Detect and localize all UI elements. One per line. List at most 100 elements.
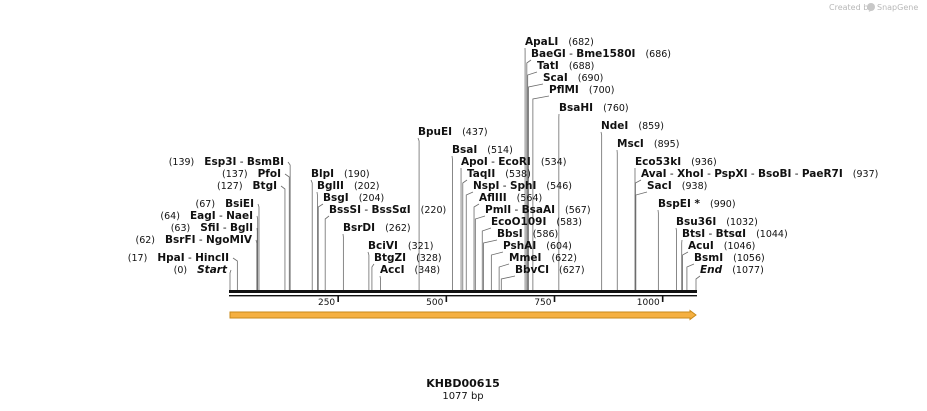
enzyme-label: BsgI (204) bbox=[323, 192, 384, 204]
site-position: (583) bbox=[556, 217, 582, 228]
label-gap bbox=[187, 264, 197, 276]
enzyme-name: EcoRI bbox=[498, 156, 531, 168]
site-position: (321) bbox=[408, 241, 434, 252]
snapgene-logo-icon bbox=[867, 3, 875, 11]
name-separator: - bbox=[566, 48, 576, 60]
label-gap bbox=[411, 204, 421, 216]
label-gap bbox=[555, 204, 565, 216]
enzyme-leader-line bbox=[256, 215, 259, 290]
enzyme-name: EcoO109I bbox=[491, 216, 546, 228]
site-position: (262) bbox=[385, 223, 411, 234]
site-position: (67) bbox=[196, 199, 216, 210]
enzyme-name: EagI bbox=[190, 210, 216, 222]
name-separator: - bbox=[196, 234, 206, 246]
enzyme-name: Start bbox=[197, 264, 228, 276]
enzyme-leader-line bbox=[695, 275, 701, 290]
enzyme-name: NgoMIV bbox=[206, 234, 253, 246]
label-gap bbox=[190, 222, 200, 234]
label-gap bbox=[644, 138, 654, 150]
label-gap bbox=[549, 264, 559, 276]
site-position: (62) bbox=[135, 235, 155, 246]
label-gap bbox=[700, 198, 710, 210]
enzyme-label: (64) EagI - NaeI bbox=[160, 210, 253, 222]
enzyme-label: SacI (938) bbox=[647, 180, 707, 192]
site-position: (936) bbox=[691, 157, 717, 168]
site-position: (204) bbox=[359, 193, 385, 204]
site-position: (938) bbox=[682, 181, 708, 192]
site-position: (202) bbox=[354, 181, 380, 192]
name-separator: - bbox=[220, 222, 230, 234]
site-position: (700) bbox=[589, 85, 615, 96]
enzyme-labels: (0) Start(17) HpaI - HincII(62) BsrFI - … bbox=[128, 36, 879, 276]
enzyme-leader-line bbox=[232, 257, 238, 290]
label-gap bbox=[536, 240, 546, 252]
enzyme-name: BsaHI bbox=[559, 102, 593, 114]
enzyme-label: BsaI (514) bbox=[452, 144, 513, 156]
enzyme-name: BtsI bbox=[682, 228, 705, 240]
label-gap bbox=[746, 228, 756, 240]
enzyme-label: (127) BtgI bbox=[217, 180, 277, 192]
name-separator: - bbox=[499, 180, 509, 192]
label-gap bbox=[531, 156, 541, 168]
enzyme-name: BsaI bbox=[452, 144, 477, 156]
enzyme-leader-line bbox=[500, 275, 516, 290]
enzyme-leader-line bbox=[481, 227, 492, 290]
site-position: (1044) bbox=[756, 229, 788, 240]
enzyme-name: PaeR7I bbox=[802, 168, 843, 180]
enzyme-name: BpuEI bbox=[418, 126, 452, 138]
enzyme-name: BsgI bbox=[323, 192, 349, 204]
label-gap bbox=[536, 180, 546, 192]
site-position: (688) bbox=[569, 61, 595, 72]
brand-prefix: Created by bbox=[829, 3, 873, 12]
enzyme-leader-line bbox=[532, 95, 550, 290]
enzyme-leader-line bbox=[527, 71, 538, 290]
enzyme-name: AflIII bbox=[479, 192, 507, 204]
enzyme-label: MscI (895) bbox=[617, 138, 679, 150]
enzyme-label: BsmI (1056) bbox=[694, 252, 765, 264]
site-position: (622) bbox=[551, 253, 577, 264]
label-gap bbox=[681, 156, 691, 168]
name-separator: - bbox=[361, 204, 371, 216]
enzyme-label: BspEI * (990) bbox=[658, 198, 736, 210]
label-gap bbox=[523, 228, 533, 240]
enzyme-leader-lines bbox=[229, 47, 701, 290]
enzyme-name: PmlI bbox=[485, 204, 511, 216]
label-gap bbox=[398, 240, 408, 252]
enzyme-name: BssSαI bbox=[371, 204, 410, 216]
enzyme-name: SfiI bbox=[200, 222, 219, 234]
label-gap bbox=[243, 180, 253, 192]
enzyme-name: TatI bbox=[537, 60, 559, 72]
site-position: (686) bbox=[645, 49, 671, 60]
enzyme-leader-line bbox=[379, 275, 381, 290]
feature-arrow-shape bbox=[229, 309, 697, 321]
label-gap bbox=[404, 264, 414, 276]
enzyme-leader-line bbox=[528, 83, 544, 290]
label-gap bbox=[248, 168, 258, 180]
enzyme-leader-line bbox=[465, 191, 474, 290]
enzyme-label: (137) PfoI bbox=[222, 168, 281, 180]
enzyme-name: ApoI bbox=[461, 156, 488, 168]
enzyme-label: BsaHI (760) bbox=[559, 102, 629, 114]
site-position: (63) bbox=[171, 223, 191, 234]
enzyme-label: TaqII (538) bbox=[467, 168, 531, 180]
enzyme-leader-line bbox=[324, 215, 330, 290]
site-position: (760) bbox=[603, 103, 629, 114]
enzyme-name: BbvCI bbox=[515, 264, 549, 276]
enzyme-leader-line bbox=[473, 203, 480, 290]
enzyme-name: BsrFI bbox=[165, 234, 196, 246]
enzyme-leader-line bbox=[367, 251, 370, 290]
enzyme-name: TaqII bbox=[467, 168, 495, 180]
enzyme-leader-line bbox=[675, 227, 677, 290]
enzyme-label: ApaLI (682) bbox=[525, 36, 594, 48]
name-separator: - bbox=[791, 168, 801, 180]
site-position: (859) bbox=[638, 121, 664, 132]
ruler-ticks: 250 500 750 1000 bbox=[318, 296, 664, 308]
enzyme-label: BsrDI (262) bbox=[343, 222, 411, 234]
enzyme-name: AcuI bbox=[688, 240, 714, 252]
label-gap bbox=[559, 60, 569, 72]
ruler-top-strand bbox=[229, 290, 697, 293]
enzyme-label: (67) BsiEI bbox=[196, 198, 254, 210]
name-separator: - bbox=[704, 168, 714, 180]
enzyme-label: PshAI (604) bbox=[503, 240, 572, 252]
label-gap bbox=[843, 168, 853, 180]
